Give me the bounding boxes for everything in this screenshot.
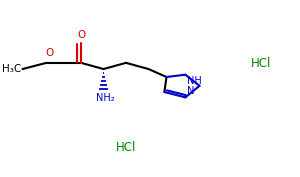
- Text: NH₂: NH₂: [96, 93, 114, 102]
- Text: O: O: [77, 30, 85, 40]
- Text: NH: NH: [187, 76, 201, 86]
- Text: HCl: HCl: [116, 141, 136, 154]
- Text: N: N: [187, 86, 194, 96]
- Text: HCl: HCl: [251, 57, 271, 70]
- Text: H₃C: H₃C: [2, 64, 21, 74]
- Text: O: O: [45, 48, 54, 58]
